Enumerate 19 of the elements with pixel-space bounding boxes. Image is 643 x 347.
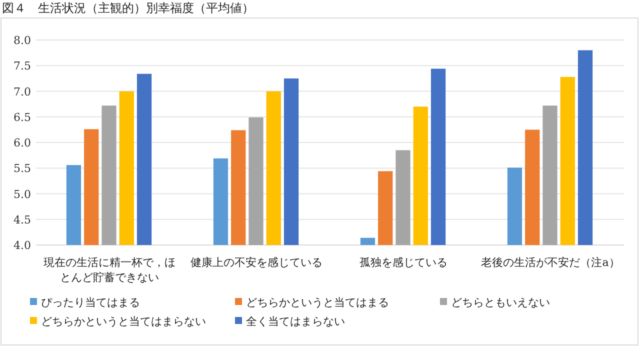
legend-label: どちらかというと当てはまる	[246, 296, 389, 309]
y-tick-label: 7.5	[14, 60, 31, 73]
y-tick-label: 5.0	[14, 188, 31, 201]
y-tick-label: 6.0	[14, 136, 31, 150]
x-tick-label: 孤独を感じている	[360, 256, 448, 269]
y-tick-label: 6.5	[14, 110, 31, 124]
x-tick-label: 老後の生活が不安だ（注a）	[481, 256, 620, 269]
x-tick-label: 健康上の不安を感じている	[190, 256, 322, 269]
chart-title: 図４ 生活状況（主観的）別幸福度（平均値）	[2, 1, 254, 15]
legend-label: 全く当てはまらない	[246, 315, 345, 328]
y-tick-label: 7.0	[14, 85, 31, 98]
y-tick-label: 4.5	[14, 213, 31, 226]
legend-label: どちらともいえない	[451, 296, 550, 309]
legend-label: どちらかというと当てはまらない	[41, 315, 206, 328]
y-tick-label: 8.0	[14, 34, 31, 47]
x-tick-label: 現在の生活に精一杯で，ほとんど貯蓄できない	[44, 256, 176, 284]
y-tick-label: 4.0	[14, 239, 31, 252]
y-tick-label: 5.5	[14, 162, 31, 176]
legend-label: ぴったり当てはまる	[41, 296, 140, 309]
